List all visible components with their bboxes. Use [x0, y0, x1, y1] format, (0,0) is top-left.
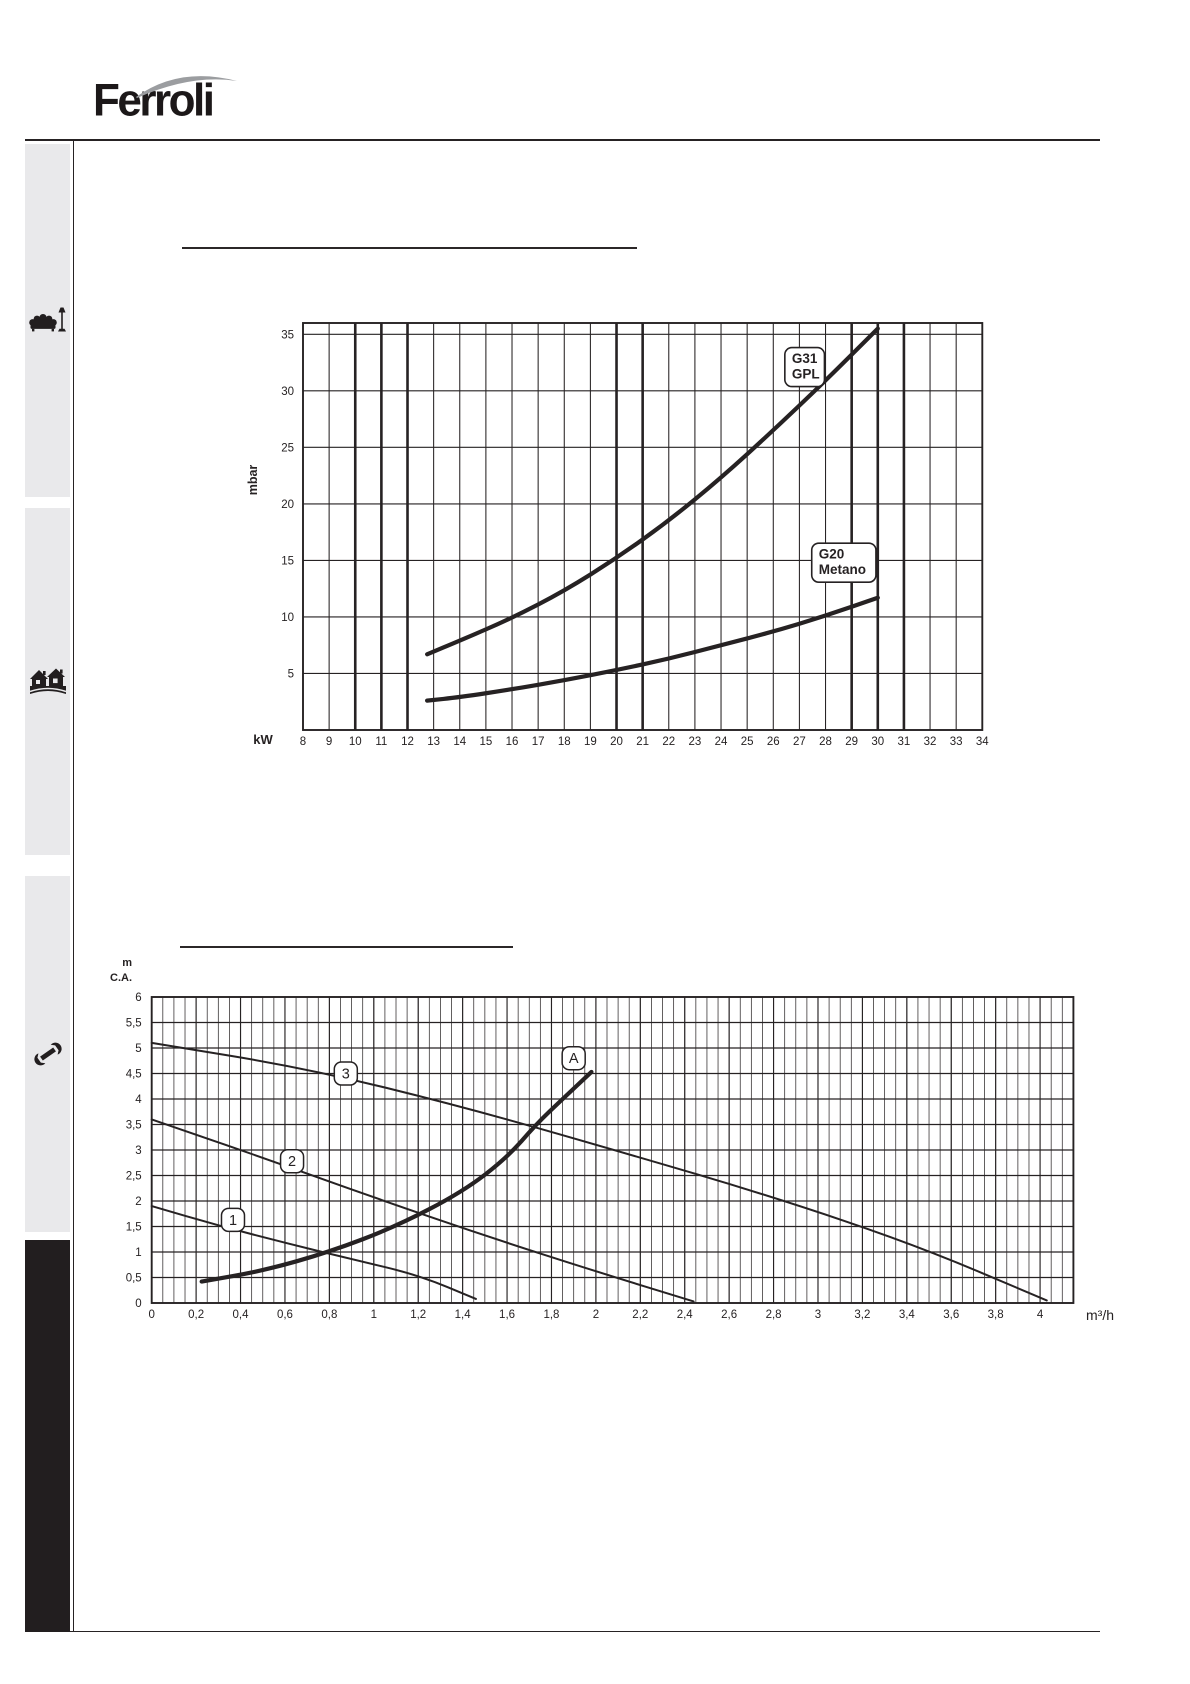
svg-text:14: 14 [453, 736, 466, 748]
pump-head-chart: 0 0,2 0,4 0,6 0,8 1 1,2 1,4 1,6 1,8 2 2,2 2,4 2,6 2,8 3… [110, 957, 1114, 1323]
svg-text:21: 21 [636, 736, 649, 748]
svg-text:Metano: Metano [819, 562, 866, 577]
svg-text:1,4: 1,4 [455, 1309, 472, 1321]
svg-text:15: 15 [281, 555, 294, 567]
svg-text:0,6: 0,6 [277, 1309, 293, 1321]
wrench-icon [33, 1042, 62, 1066]
svg-text:0,5: 0,5 [126, 1273, 142, 1285]
svg-text:27: 27 [793, 736, 806, 748]
svg-text:A: A [569, 1051, 579, 1067]
svg-text:3,5: 3,5 [126, 1120, 142, 1132]
svg-text:4,5: 4,5 [126, 1069, 142, 1081]
svg-text:0,4: 0,4 [233, 1309, 250, 1321]
svg-text:28: 28 [819, 736, 832, 748]
svg-text:G20: G20 [819, 547, 845, 562]
svg-text:23: 23 [689, 736, 702, 748]
svg-text:1,2: 1,2 [410, 1309, 426, 1321]
svg-text:2: 2 [593, 1309, 599, 1321]
svg-text:30: 30 [281, 386, 294, 398]
svg-text:20: 20 [281, 499, 294, 511]
svg-text:2: 2 [135, 1196, 141, 1208]
svg-text:22: 22 [662, 736, 675, 748]
svg-text:m³/h: m³/h [1086, 1307, 1114, 1323]
svg-text:16: 16 [506, 736, 519, 748]
svg-text:m: m [122, 957, 132, 969]
svg-text:6: 6 [135, 992, 141, 1004]
svg-text:5: 5 [135, 1043, 141, 1055]
svg-text:10: 10 [281, 612, 294, 624]
svg-text:0: 0 [148, 1309, 154, 1321]
svg-text:8: 8 [300, 736, 306, 748]
svg-text:2,2: 2,2 [632, 1309, 648, 1321]
svg-text:17: 17 [532, 736, 545, 748]
svg-text:3: 3 [135, 1145, 141, 1157]
sofa-lamp-icon [28, 307, 66, 331]
svg-text:31: 31 [898, 736, 911, 748]
svg-text:C.A.: C.A. [110, 972, 132, 984]
svg-text:2,4: 2,4 [677, 1309, 694, 1321]
houses-icon [29, 668, 66, 694]
svg-text:12: 12 [401, 736, 414, 748]
svg-text:30: 30 [871, 736, 884, 748]
svg-text:2,6: 2,6 [721, 1309, 737, 1321]
ferroli-logo: Ferroli [93, 75, 215, 126]
svg-text:32: 32 [924, 736, 937, 748]
svg-text:0,2: 0,2 [188, 1309, 204, 1321]
svg-text:3,8: 3,8 [988, 1309, 1004, 1321]
svg-text:4: 4 [1037, 1309, 1044, 1321]
svg-text:29: 29 [845, 736, 858, 748]
svg-text:0: 0 [135, 1298, 141, 1310]
svg-text:19: 19 [584, 736, 597, 748]
svg-text:2,8: 2,8 [766, 1309, 782, 1321]
svg-text:1,5: 1,5 [126, 1222, 142, 1234]
svg-text:1,6: 1,6 [499, 1309, 515, 1321]
gas-pressure-chart: 8 9 10 11 12 13 14 15 16 17 18 19 20 21 22 23 24 25 26 27 28… [246, 322, 989, 748]
sidebar-tab-3 [25, 876, 70, 1232]
section-title-rule-1 [182, 247, 637, 249]
svg-text:9: 9 [326, 736, 332, 748]
svg-text:33: 33 [950, 736, 963, 748]
svg-text:1,8: 1,8 [543, 1309, 559, 1321]
svg-text:20: 20 [610, 736, 623, 748]
svg-text:35: 35 [281, 329, 294, 341]
svg-text:1: 1 [229, 1213, 237, 1229]
sidebar-tab-4-active [25, 1240, 70, 1632]
svg-text:3,2: 3,2 [854, 1309, 870, 1321]
svg-text:G31: G31 [792, 351, 818, 366]
svg-text:10: 10 [349, 736, 362, 748]
header-rule [25, 139, 1100, 141]
svg-text:4: 4 [135, 1094, 142, 1106]
svg-text:3,4: 3,4 [899, 1309, 916, 1321]
sidebar-tab-2 [25, 508, 70, 855]
svg-text:34: 34 [976, 736, 989, 748]
svg-text:5,5: 5,5 [126, 1018, 142, 1030]
svg-text:3: 3 [342, 1067, 350, 1083]
svg-text:2,5: 2,5 [126, 1171, 142, 1183]
svg-text:18: 18 [558, 736, 571, 748]
svg-text:0,8: 0,8 [321, 1309, 337, 1321]
svg-text:24: 24 [715, 736, 728, 748]
svg-text:5: 5 [288, 668, 294, 680]
svg-text:3: 3 [815, 1309, 821, 1321]
svg-text:2: 2 [288, 1154, 296, 1170]
sidebar-tab-1 [25, 144, 70, 497]
svg-text:25: 25 [741, 736, 754, 748]
svg-text:13: 13 [427, 736, 440, 748]
section-title-rule-2 [180, 946, 513, 948]
svg-text:25: 25 [281, 442, 294, 454]
sidebar-separator-rule [72, 139, 75, 1632]
svg-text:26: 26 [767, 736, 780, 748]
logo-swoosh-icon [136, 76, 237, 98]
svg-text:GPL: GPL [792, 367, 820, 382]
svg-text:kW: kW [253, 732, 273, 747]
svg-text:mbar: mbar [246, 465, 260, 496]
footer-rule [25, 1630, 1100, 1633]
svg-text:1: 1 [135, 1247, 141, 1259]
svg-text:15: 15 [479, 736, 492, 748]
svg-text:1: 1 [371, 1309, 377, 1321]
svg-text:11: 11 [375, 736, 387, 748]
svg-text:3,6: 3,6 [943, 1309, 959, 1321]
